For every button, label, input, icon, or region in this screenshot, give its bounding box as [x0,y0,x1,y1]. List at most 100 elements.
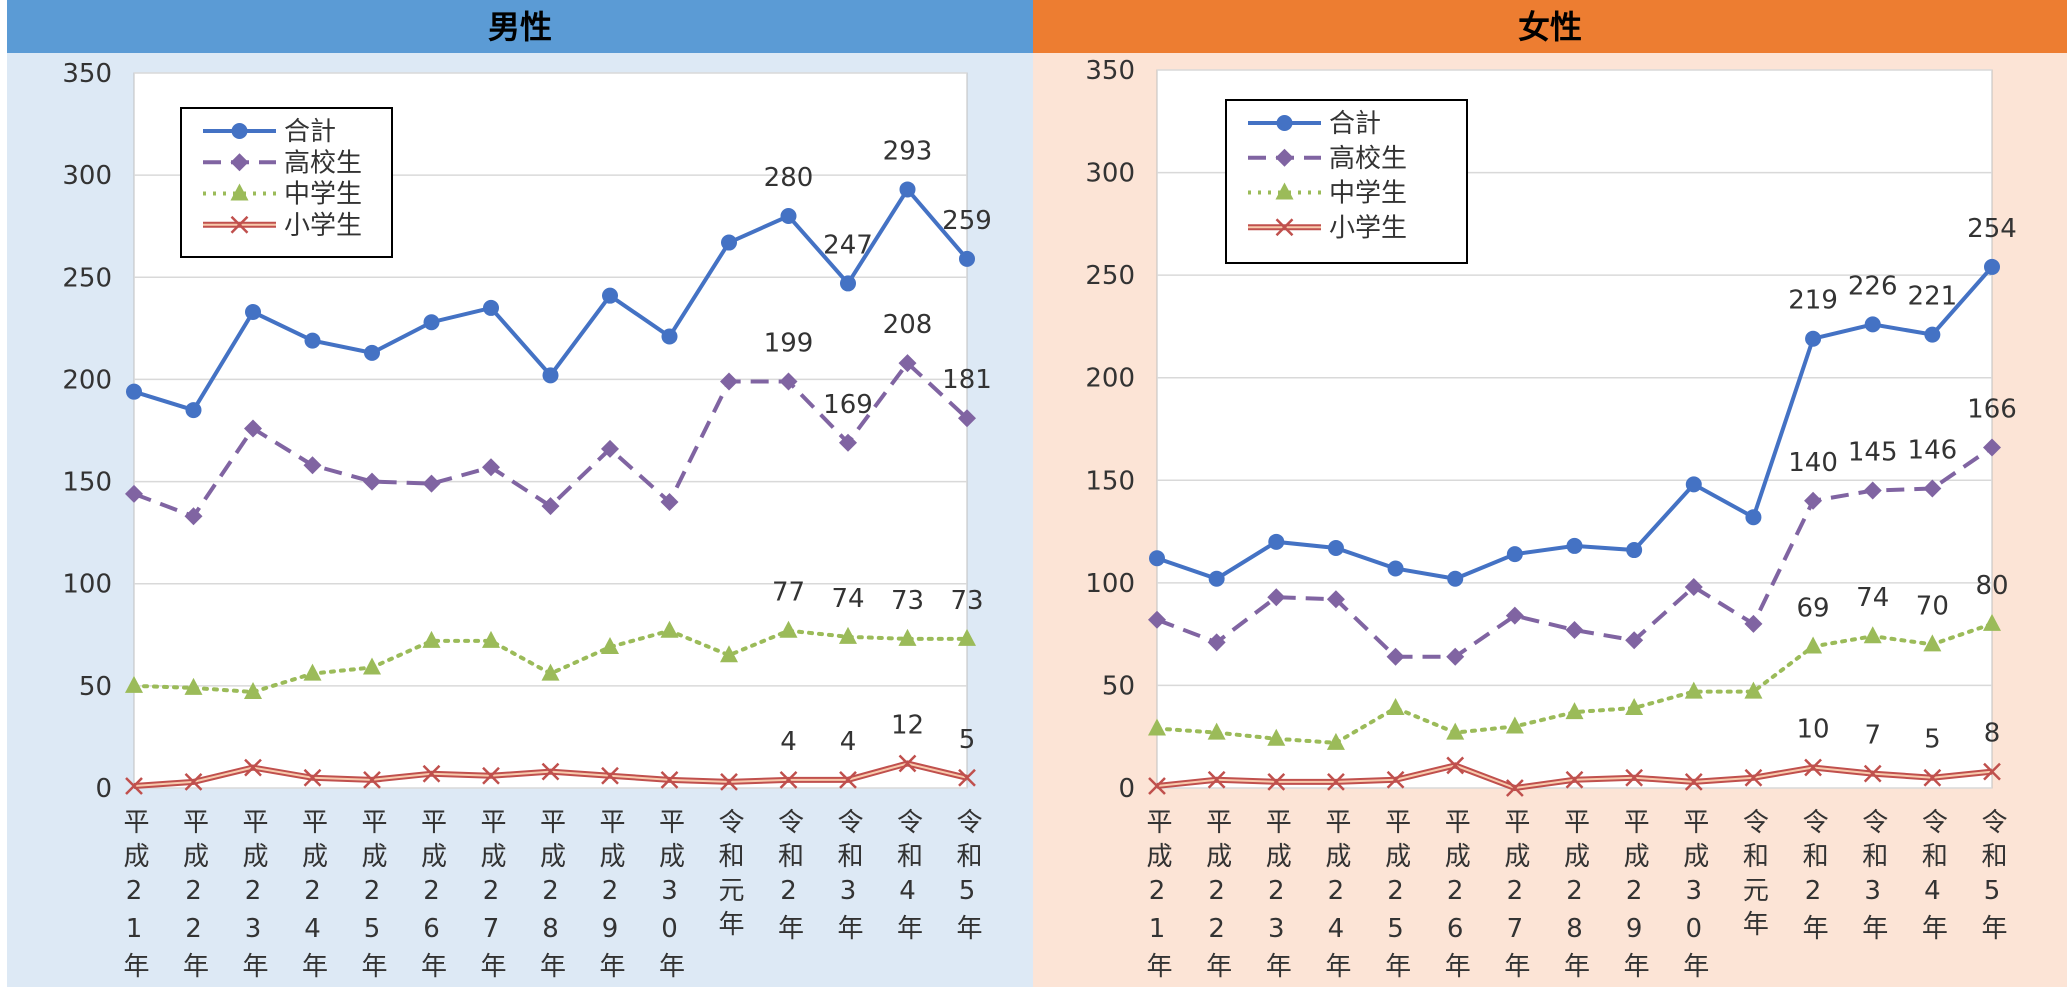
marker [1505,779,1524,797]
marker [1149,550,1165,567]
marker [125,777,143,795]
legend-label: 合計 [284,117,336,147]
legend-label: 高校生 [1329,144,1407,174]
marker [363,770,381,789]
marker [1326,590,1345,609]
marker [184,507,203,526]
data-label: 140 [1788,448,1838,478]
marker [1386,647,1405,666]
x-tick-label: 平成30年 [655,808,685,986]
data-label: 145 [1848,438,1898,468]
marker [1565,702,1584,720]
marker [1626,542,1643,559]
x-tick-label: 平成28年 [536,808,566,986]
data-label: 74 [831,584,864,614]
data-label: 7 [1864,721,1881,751]
marker [244,419,262,438]
marker [1387,560,1404,577]
marker [1744,614,1763,633]
marker [303,663,322,681]
marker [303,456,322,475]
marker [660,770,679,789]
y-tick-label: 50 [79,672,112,702]
panel-header [7,0,1033,53]
marker [720,645,738,663]
data-label: 73 [891,586,924,616]
x-tick-label: 平成27年 [1500,808,1530,986]
marker [1506,546,1523,563]
marker [898,628,917,646]
y-tick-label: 250 [62,263,112,293]
marker [601,637,619,655]
data-label: 80 [1975,571,2008,601]
marker [1923,634,1942,652]
legend-marker [1275,148,1294,167]
marker [125,484,143,503]
legend-label: 中学生 [1329,179,1407,209]
y-tick-label: 300 [1085,159,1135,189]
marker [780,208,797,224]
x-tick-label: 令和5年 [952,808,982,948]
y-tick-label: 200 [1085,364,1135,394]
marker [660,493,679,511]
marker [541,762,560,781]
marker [184,772,203,791]
marker [1208,570,1225,587]
data-label: 12 [891,710,924,740]
y-tick-label: 150 [62,468,112,498]
data-label: 5 [959,725,976,755]
x-tick-label: 平成25年 [357,808,387,986]
marker [899,181,916,198]
x-tick-label: 平成29年 [595,808,625,986]
marker [1744,681,1763,699]
x-tick-label: 平成23年 [238,808,268,986]
marker [779,770,798,789]
marker [1267,588,1286,607]
data-label: 247 [823,230,873,260]
data-label: 77 [772,578,805,608]
marker [1805,330,1822,347]
marker [1326,732,1345,750]
marker [601,766,619,785]
marker [1864,316,1881,333]
y-tick-label: 350 [62,59,112,89]
marker [304,332,321,349]
marker [958,409,976,428]
marker [779,372,798,391]
marker [125,675,143,693]
marker [1804,758,1822,777]
x-tick-label: 令和4年 [1917,808,1947,948]
marker [1983,613,2001,631]
x-tick-label: 令和元年 [1738,808,1768,944]
legend-label: 小学生 [1329,213,1407,243]
x-tick-label: 平成30年 [1679,808,1709,986]
x-tick-label: 平成26年 [1440,808,1470,986]
data-label: 169 [823,390,873,420]
data-label: 293 [883,136,933,166]
marker [422,630,441,648]
marker [303,768,322,787]
marker [720,372,738,391]
marker [1446,722,1465,740]
marker [720,772,738,791]
marker [1267,772,1286,791]
marker [1625,768,1644,787]
data-label: 146 [1908,435,1958,465]
marker [1327,772,1345,791]
x-tick-label: 平成21年 [1142,808,1172,986]
marker [661,328,678,345]
marker [1565,770,1584,789]
data-label: 259 [942,206,992,236]
data-label: 208 [883,310,933,340]
data-label: 8 [1984,719,2001,749]
y-tick-label: 100 [62,570,112,600]
x-tick-label: 平成23年 [1261,808,1291,986]
y-tick-label: 50 [1102,671,1135,701]
legend-box [1225,99,1468,264]
marker [839,770,857,789]
panel-header [1033,0,2067,53]
marker [244,758,262,777]
data-label: 254 [1967,214,2017,244]
data-label: 166 [1967,394,2017,424]
data-label: 226 [1848,271,1898,301]
